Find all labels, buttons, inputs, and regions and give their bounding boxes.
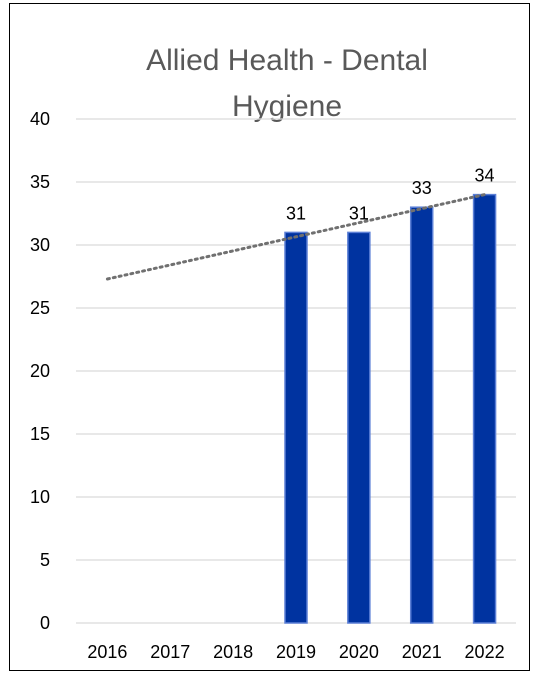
y-tick-label: 10 <box>30 487 50 507</box>
data-label-2022: 34 <box>475 166 495 186</box>
y-tick-label: 40 <box>30 109 50 129</box>
data-labels: 31 31 33 34 <box>286 166 495 224</box>
chart-title-line-2: Hygiene <box>232 90 342 123</box>
chart-frame: Allied Health - Dental Hygiene 0 5 10 15 20 2… <box>9 3 530 671</box>
x-tick-label: 2019 <box>276 642 316 662</box>
x-tick-label: 2018 <box>213 642 253 662</box>
trendline-layer <box>105 193 487 281</box>
x-tick-label: 2021 <box>402 642 442 662</box>
y-tick-label: 15 <box>30 424 50 444</box>
x-axis-ticks: 2016 2017 2018 2019 2020 2021 2022 <box>87 642 504 662</box>
data-label-2020: 31 <box>349 203 369 223</box>
bar-2019 <box>284 231 308 624</box>
y-tick-label: 5 <box>40 550 50 570</box>
bar-2022 <box>472 193 497 624</box>
x-tick-label: 2016 <box>87 642 127 662</box>
x-tick-label: 2022 <box>465 642 505 662</box>
y-tick-label: 35 <box>30 172 50 192</box>
trendline <box>105 193 487 281</box>
bar-2020 <box>347 231 371 624</box>
bars <box>284 193 497 624</box>
bar-chart: Allied Health - Dental Hygiene 051015202… <box>30 44 516 662</box>
y-tick-label: 25 <box>30 298 50 318</box>
x-tick-label: 2017 <box>150 642 190 662</box>
y-tick-label: 20 <box>30 361 50 381</box>
bar-2021 <box>409 206 434 624</box>
chart-title-line-1: Allied Health - Dental <box>146 44 428 77</box>
x-tick-label: 2020 <box>339 642 379 662</box>
data-label-2021: 33 <box>412 178 432 198</box>
y-tick-label: 0 <box>40 613 50 633</box>
y-axis-ticks: 0 5 10 15 20 25 30 35 40 <box>30 109 50 633</box>
data-label-2019: 31 <box>286 203 306 223</box>
y-tick-label: 30 <box>30 235 50 255</box>
